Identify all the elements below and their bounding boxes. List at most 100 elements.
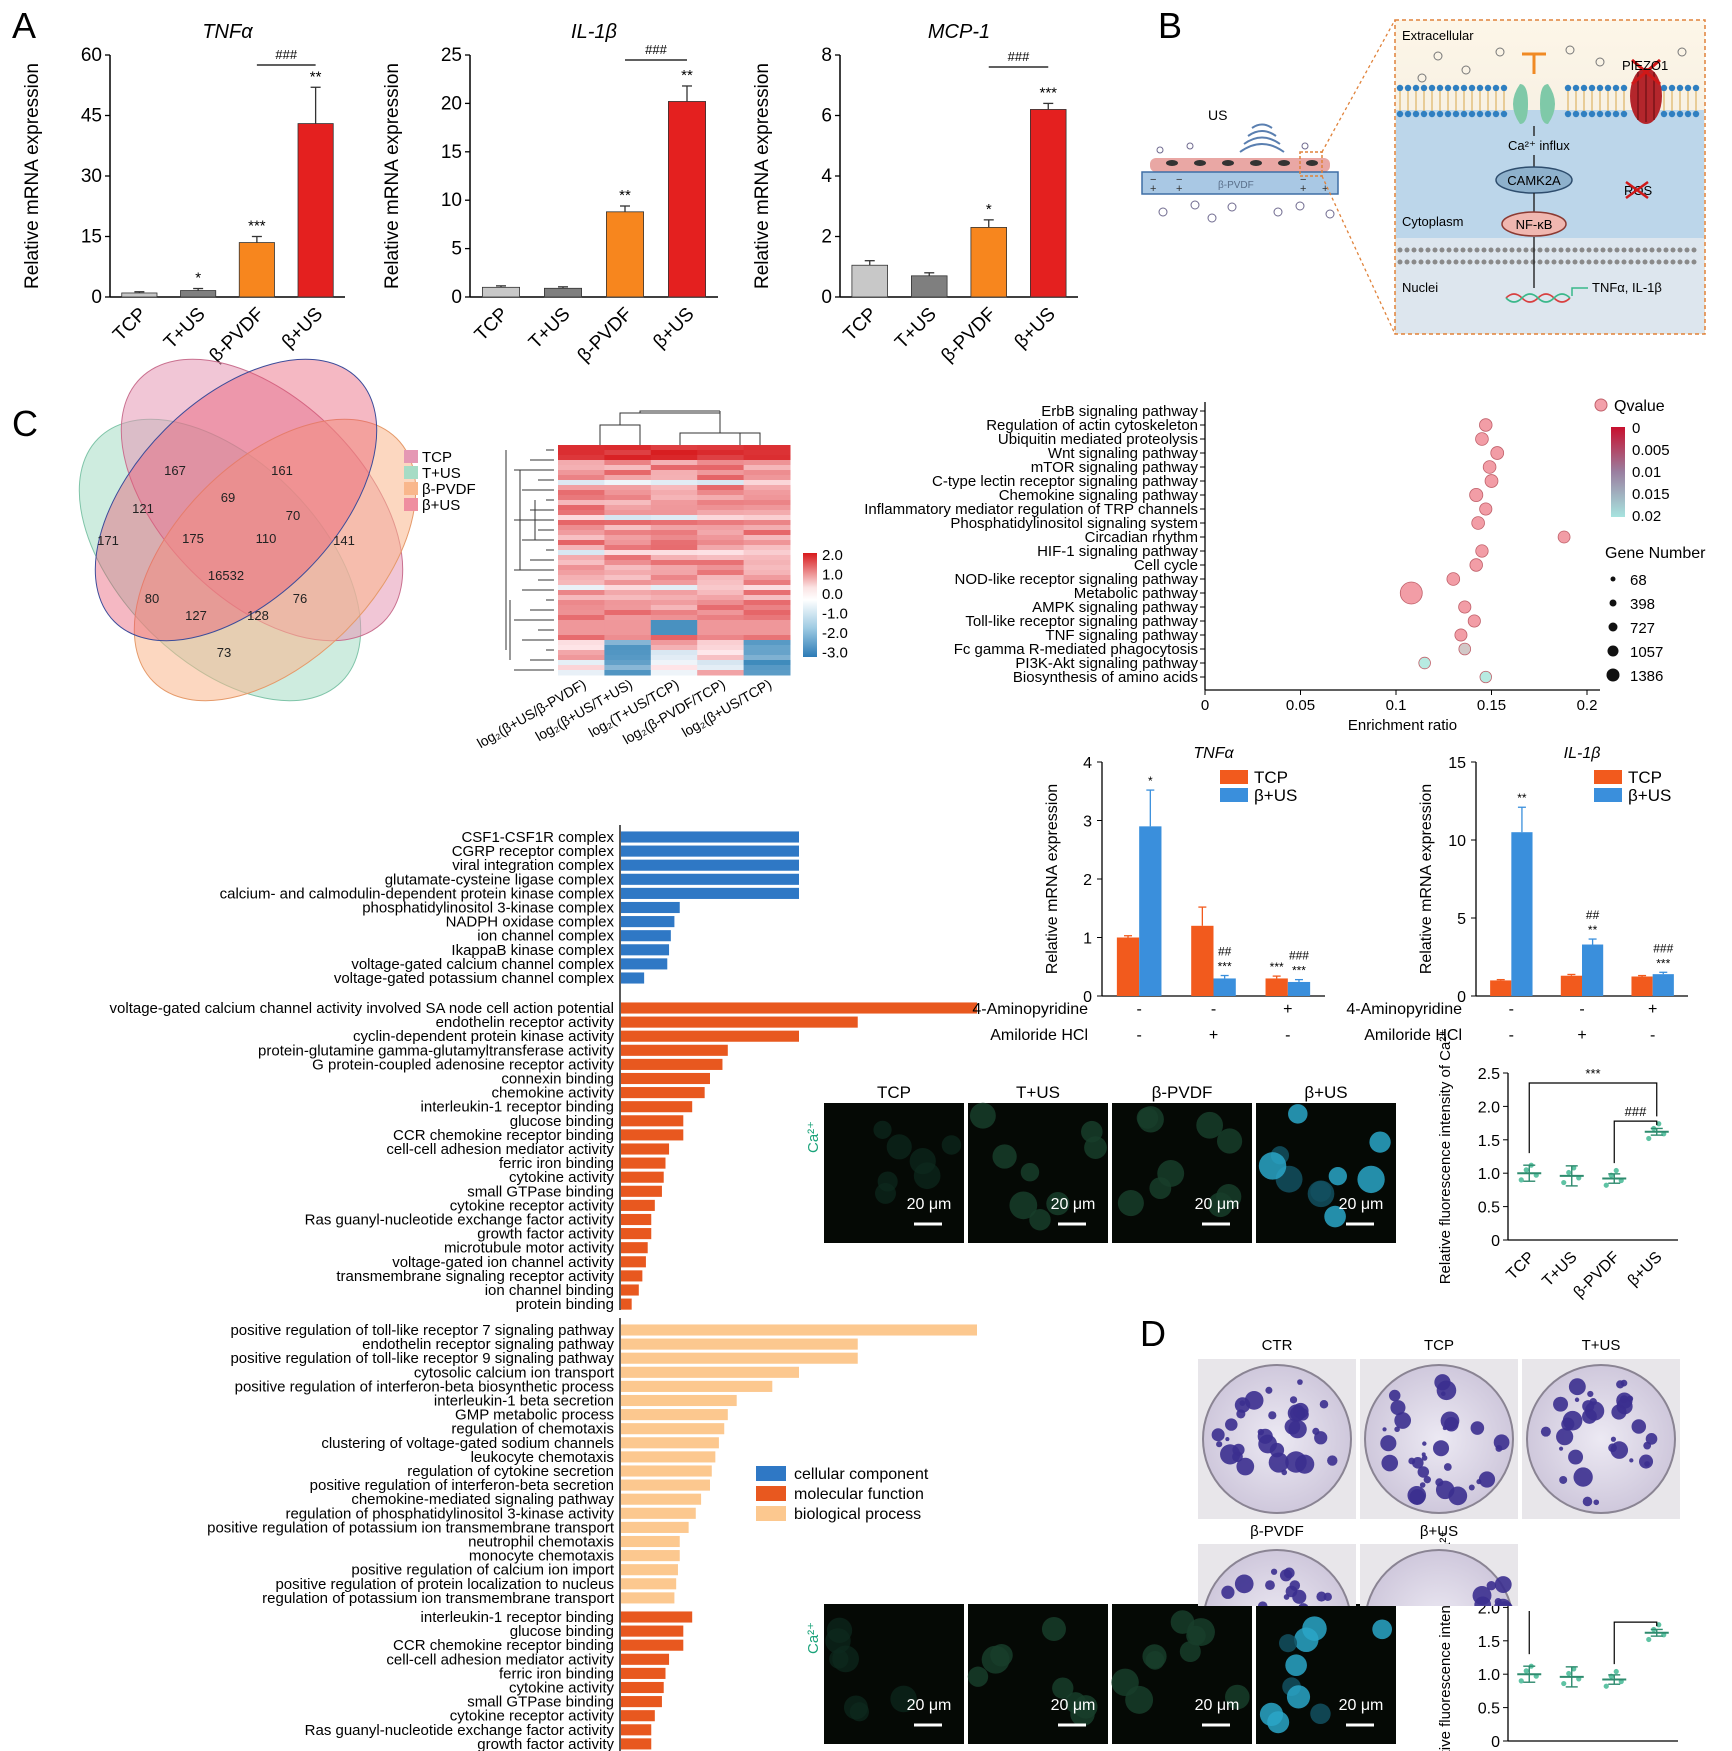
chart-title: TNFα — [1193, 745, 1234, 762]
significance-mark: *** — [248, 218, 266, 235]
y-tick-label: 0 — [1457, 989, 1466, 1006]
nuclear-lipid — [1474, 247, 1480, 253]
heatmap-cell — [650, 505, 698, 511]
heatmap-cell — [650, 525, 698, 531]
colony-spot — [1474, 1596, 1492, 1606]
nuclear-lipid — [1593, 259, 1599, 265]
nuclear-lipid — [1537, 247, 1543, 253]
legend-swatch-tcp — [1594, 770, 1622, 784]
go-term-label: positive regulation of interferon-beta b… — [235, 1378, 614, 1395]
treatment-sign: + — [1648, 1001, 1657, 1018]
lipid-head — [1420, 110, 1428, 118]
comparison-bracket — [1613, 1621, 1658, 1665]
heatmap-cell — [743, 650, 791, 656]
gene-number-tick-label: 398 — [1630, 596, 1655, 613]
lipid-head — [1404, 110, 1412, 118]
scale-label: 20 μm — [1195, 1196, 1240, 1213]
nuclear-lipid — [1586, 259, 1592, 265]
y-axis-label: Relative mRNA expression — [22, 63, 43, 289]
heatmap-cell — [650, 455, 698, 461]
colony-spot — [1265, 1580, 1275, 1591]
cell-spot — [1324, 1205, 1346, 1228]
go-bar — [621, 831, 799, 843]
heatmap-cell — [697, 585, 745, 591]
x-tick-label: β+US — [278, 304, 327, 353]
bar — [121, 292, 158, 298]
cell-spot — [1052, 1677, 1074, 1699]
heatmap-cell — [743, 645, 791, 651]
tcp-bar — [1191, 925, 1214, 996]
heatmap-cell — [697, 615, 745, 621]
heatmap-cell — [650, 475, 698, 481]
go-bar — [621, 1171, 664, 1183]
heatmap-cell — [650, 605, 698, 611]
gene-number-tick-label: 727 — [1630, 620, 1655, 637]
go-bar — [621, 1002, 977, 1014]
heatmap-cell — [697, 540, 745, 546]
nuclear-lipid — [1516, 259, 1522, 265]
heatmap-cell — [650, 670, 698, 676]
heatmap-cell — [650, 565, 698, 571]
go-bar — [621, 972, 645, 984]
heatmap-cell — [650, 645, 698, 651]
colony-spot — [1553, 1396, 1569, 1412]
y-tick-label: 3 — [1083, 814, 1092, 831]
cell-spot — [1046, 1192, 1070, 1216]
colony-label: CTR — [1262, 1337, 1293, 1354]
go-term-label: CCR chemokine receptor binding — [393, 1637, 614, 1654]
treatment-sign: + — [1283, 1001, 1292, 1018]
colony-spot — [1388, 1389, 1401, 1402]
heatmap-cell — [650, 550, 698, 556]
legend-label: β+US — [1254, 786, 1297, 805]
heatmap-cell — [558, 605, 605, 611]
heatmap-cell — [558, 505, 605, 511]
nuclear-lipid — [1635, 247, 1641, 253]
go-term-label: GMP metabolic process — [455, 1407, 614, 1424]
nuclear-lipid — [1530, 259, 1536, 265]
x-tick-label: TCP — [109, 304, 151, 346]
qvalue-tick-label: 0 — [1632, 420, 1640, 437]
heatmap-cell — [650, 500, 698, 506]
bar — [606, 211, 645, 298]
colony-spot — [1234, 1574, 1254, 1594]
treatment-row-label: 4-Aminopyridine — [972, 1001, 1088, 1018]
charge-signs: + + + + − − − — [1150, 174, 1328, 195]
colony-spot — [1381, 1454, 1399, 1472]
cell-spot — [890, 1685, 917, 1713]
heatmap-cell — [650, 470, 698, 476]
x-tick-label: β-PVDF — [574, 304, 637, 367]
x-tick-label: 0.2 — [1577, 697, 1598, 714]
plate-group — [1526, 1364, 1676, 1514]
lipid-head — [1396, 110, 1404, 118]
significance-mark: ## — [1586, 908, 1600, 922]
y-tick-label: 0 — [91, 287, 102, 308]
heatmap-cell — [558, 635, 605, 641]
heatmap-cell — [558, 600, 605, 606]
colony-spot — [1225, 1418, 1238, 1431]
significance-mark: ** — [1588, 923, 1598, 937]
nuclear-lipid — [1453, 247, 1459, 253]
data-point — [1561, 1179, 1567, 1186]
b-us-bar — [1652, 974, 1674, 996]
go-term-label: cyclin-dependent protein kinase activity — [353, 1028, 614, 1045]
go-bar — [621, 901, 680, 914]
y-tick-label: 2.5 — [1478, 1066, 1500, 1083]
nuclear-lipid — [1467, 247, 1473, 253]
y-tick-label: 1.5 — [1478, 1634, 1500, 1651]
lipid-head — [1580, 84, 1588, 92]
lipid-head — [1596, 110, 1604, 118]
treatment-row-label: Amiloride HCl — [990, 1027, 1088, 1044]
heatmap-cell — [650, 620, 698, 626]
data-point — [1646, 1636, 1652, 1643]
lipid-head — [1420, 84, 1428, 92]
pathway-label: Inflammatory mediator regulation of TRP … — [864, 501, 1198, 518]
cell-spot — [1267, 1711, 1290, 1734]
go-bar — [621, 873, 799, 885]
go-term-label: endothelin receptor signaling pathway — [362, 1336, 614, 1353]
x-tick-label: T+US — [525, 304, 575, 354]
pathway-label: Regulation of actin cytoskeleton — [986, 417, 1198, 434]
cell-layer — [1150, 158, 1330, 172]
heatmap-cell — [697, 505, 745, 511]
nuclear-lipid — [1614, 259, 1620, 265]
heatmap-cell — [697, 580, 745, 586]
